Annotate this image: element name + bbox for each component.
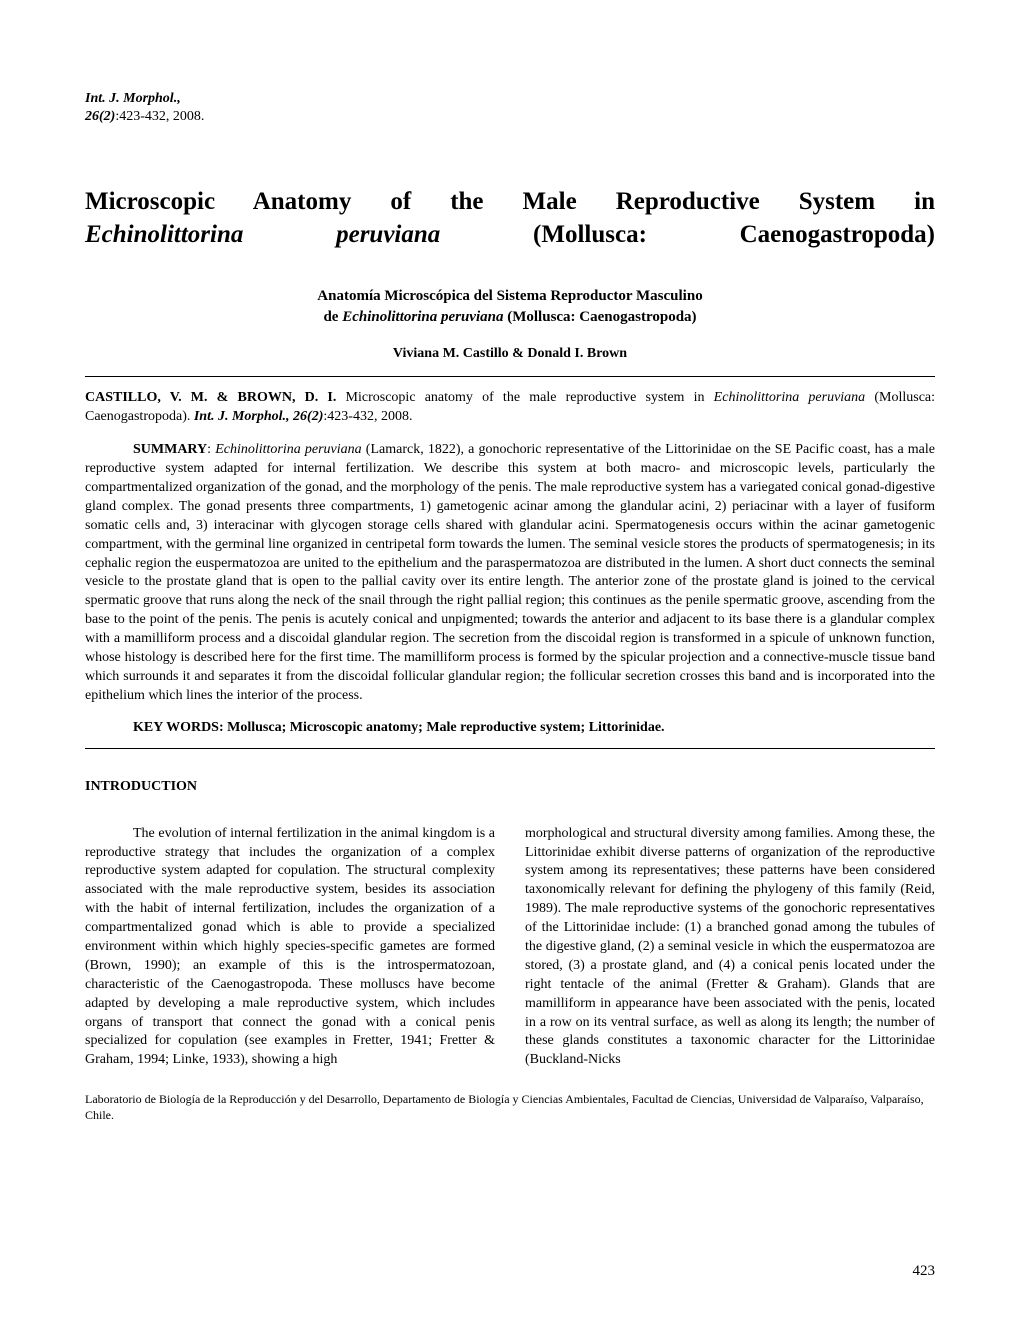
divider-top bbox=[85, 376, 935, 377]
citation-species: Echinolittorina peruviana bbox=[714, 390, 866, 405]
title-line2-suffix: (Mollusca: Caenogastropoda) bbox=[440, 221, 935, 248]
keywords: KEY WORDS: Mollusca; Microscopic anatomy… bbox=[85, 720, 935, 736]
intro-para-left: The evolution of internal fertilization … bbox=[85, 825, 495, 1071]
citation-block: CASTILLO, V. M. & BROWN, D. I. Microscop… bbox=[85, 389, 935, 427]
citation-journal: Int. J. Morphol., 26(2) bbox=[194, 409, 324, 424]
subtitle-line1: Anatomía Microscópica del Sistema Reprod… bbox=[317, 288, 702, 304]
journal-pages: :423-432, 2008. bbox=[115, 109, 204, 124]
article-subtitle: Anatomía Microscópica del Sistema Reprod… bbox=[85, 286, 935, 328]
affiliation: Laboratorio de Biología de la Reproducci… bbox=[85, 1092, 935, 1123]
authors: Viviana M. Castillo & Donald I. Brown bbox=[85, 346, 935, 362]
title-species: Echinolittorina peruviana bbox=[85, 221, 440, 248]
introduction-col2: morphological and structural diversity a… bbox=[525, 825, 935, 1071]
subtitle-species: Echinolittorina peruviana bbox=[342, 309, 503, 325]
summary-block: SUMMARY: Echinolittorina peruviana (Lama… bbox=[85, 441, 935, 705]
summary-body: (Lamarck, 1822), a gonochoric representa… bbox=[85, 442, 935, 703]
title-line1: Microscopic Anatomy of the Male Reproduc… bbox=[85, 188, 935, 215]
citation-text3: :423-432, 2008. bbox=[323, 409, 412, 424]
introduction-body: The evolution of internal fertilization … bbox=[85, 825, 935, 1071]
subtitle-line2-pre: de bbox=[323, 309, 342, 325]
journal-issue: 26(2) bbox=[85, 109, 115, 124]
journal-header: Int. J. Morphol., 26(2):423-432, 2008. bbox=[85, 90, 935, 126]
divider-keywords bbox=[85, 748, 935, 749]
summary-species: Echinolittorina peruviana bbox=[215, 442, 361, 457]
citation-text1: Microscopic anatomy of the male reproduc… bbox=[336, 390, 713, 405]
introduction-heading: INTRODUCTION bbox=[85, 779, 935, 795]
citation-authors: CASTILLO, V. M. & BROWN, D. I. bbox=[85, 390, 336, 405]
subtitle-line2-post: (Mollusca: Caenogastropoda) bbox=[503, 309, 696, 325]
page-number: 423 bbox=[913, 1263, 936, 1280]
summary-colon: : bbox=[207, 442, 215, 457]
introduction-col1: The evolution of internal fertilization … bbox=[85, 825, 495, 1071]
article-title: Microscopic Anatomy of the Male Reproduc… bbox=[85, 186, 935, 251]
summary-label: SUMMARY bbox=[133, 442, 207, 457]
journal-name: Int. J. Morphol., bbox=[85, 91, 181, 106]
intro-para-right: morphological and structural diversity a… bbox=[525, 825, 935, 1071]
